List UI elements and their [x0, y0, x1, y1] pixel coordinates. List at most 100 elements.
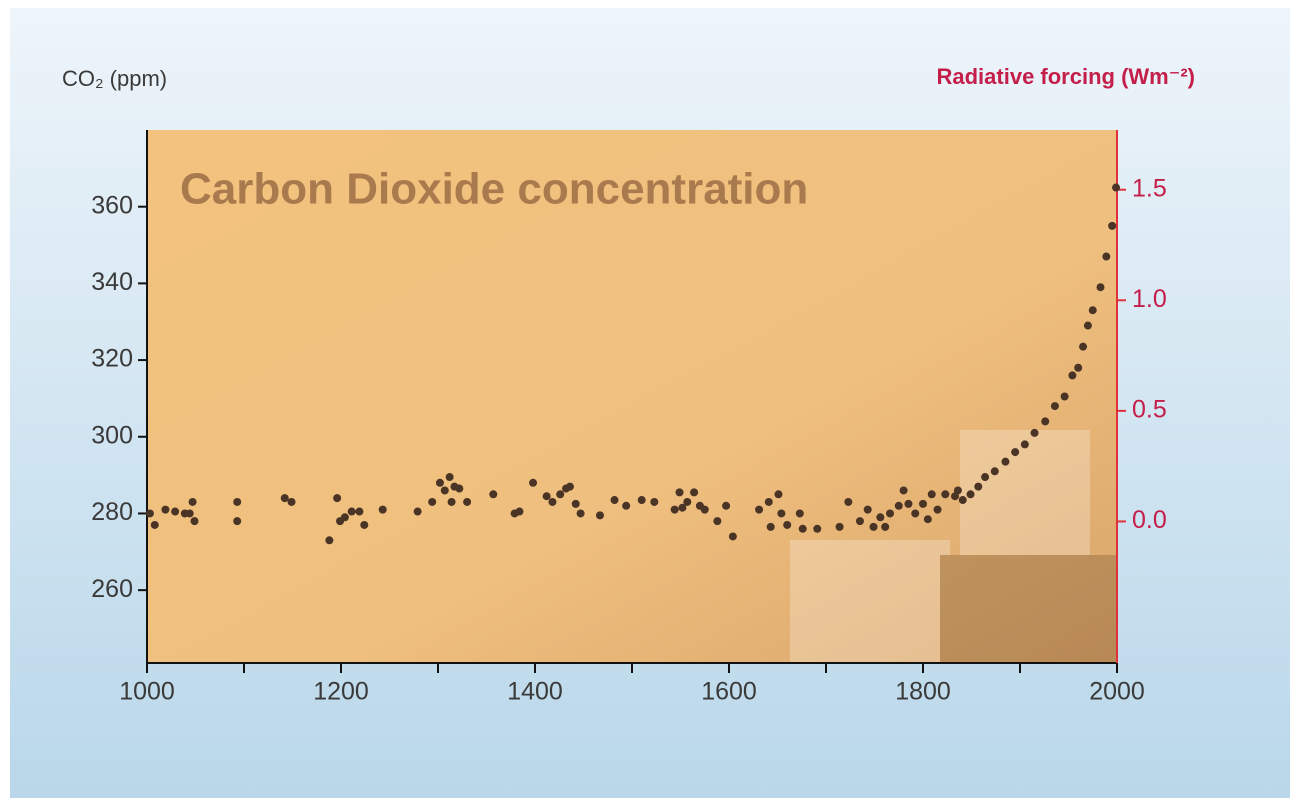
data-point	[701, 506, 709, 514]
data-point	[974, 483, 982, 491]
x-tick-label: 1600	[701, 678, 757, 706]
data-point	[1031, 429, 1039, 437]
data-point	[799, 525, 807, 533]
data-point	[161, 506, 169, 514]
data-point	[1074, 364, 1082, 372]
data-point	[1102, 253, 1110, 261]
data-point	[777, 509, 785, 517]
data-point	[876, 513, 884, 521]
data-point	[959, 496, 967, 504]
y-tick-label: 260	[91, 575, 133, 603]
data-point	[729, 532, 737, 540]
data-point	[529, 479, 537, 487]
data-point	[954, 486, 962, 494]
data-point	[325, 536, 333, 544]
data-point	[900, 486, 908, 494]
data-point	[611, 496, 619, 504]
data-point	[489, 490, 497, 498]
data-point	[928, 490, 936, 498]
data-point	[171, 508, 179, 516]
data-point	[341, 513, 349, 521]
data-point	[1068, 371, 1076, 379]
data-point	[813, 525, 821, 533]
data-point	[676, 488, 684, 496]
y-tick-label: 280	[91, 498, 133, 526]
data-point	[886, 509, 894, 517]
data-point	[1061, 393, 1069, 401]
x-tick-label: 1200	[313, 678, 369, 706]
y2-axis-label: Radiative forcing (Wm⁻²)	[936, 64, 1195, 89]
data-point	[895, 502, 903, 510]
data-point	[233, 498, 241, 506]
data-point	[765, 498, 773, 506]
data-point	[683, 498, 691, 506]
y2-tick-label: 1.5	[1132, 174, 1167, 202]
data-point	[941, 490, 949, 498]
data-point	[1084, 322, 1092, 330]
data-point	[333, 494, 341, 502]
chart: Carbon Dioxide concentration CO₂ (ppm) R…	[0, 0, 1298, 807]
x-tick-label: 2000	[1089, 678, 1145, 706]
x-tick-label: 1800	[895, 678, 951, 706]
data-point	[1001, 458, 1009, 466]
data-point	[650, 498, 658, 506]
data-point	[881, 523, 889, 531]
data-point	[864, 506, 872, 514]
x-tick-label: 1400	[507, 678, 563, 706]
data-point	[622, 502, 630, 510]
data-point	[919, 500, 927, 508]
data-point	[783, 521, 791, 529]
data-point	[577, 509, 585, 517]
data-point	[436, 479, 444, 487]
data-point	[543, 492, 551, 500]
data-point	[446, 473, 454, 481]
data-point	[774, 490, 782, 498]
data-point	[836, 523, 844, 531]
data-point	[233, 517, 241, 525]
y-tick-label: 300	[91, 421, 133, 449]
data-point	[690, 488, 698, 496]
data-point	[1079, 343, 1087, 351]
data-point	[428, 498, 436, 506]
data-point	[596, 511, 604, 519]
chart-title: Carbon Dioxide concentration	[180, 165, 808, 214]
data-point	[1021, 440, 1029, 448]
data-point	[281, 494, 289, 502]
data-point	[189, 498, 197, 506]
data-point	[981, 473, 989, 481]
data-point	[360, 521, 368, 529]
y2-tick-label: 0.0	[1132, 506, 1167, 534]
data-point	[1097, 283, 1105, 291]
data-point	[856, 517, 864, 525]
data-point	[844, 498, 852, 506]
data-point	[713, 517, 721, 525]
data-point	[414, 508, 422, 516]
data-point	[515, 508, 523, 516]
y2-tick-label: 0.5	[1132, 395, 1167, 423]
data-point	[572, 500, 580, 508]
data-point	[934, 506, 942, 514]
data-point	[355, 508, 363, 516]
data-point	[1051, 402, 1059, 410]
data-point	[796, 509, 804, 517]
data-point	[671, 506, 679, 514]
data-point	[463, 498, 471, 506]
data-point	[186, 509, 194, 517]
data-point	[638, 496, 646, 504]
data-point	[441, 486, 449, 494]
data-point	[455, 485, 463, 493]
data-point	[904, 500, 912, 508]
data-point	[191, 517, 199, 525]
data-point	[448, 498, 456, 506]
data-point	[151, 521, 159, 529]
data-point	[767, 523, 775, 531]
y-axis-label: CO₂ (ppm)	[62, 66, 167, 91]
data-point	[379, 506, 387, 514]
data-point	[755, 506, 763, 514]
data-point	[870, 523, 878, 531]
data-point	[1112, 184, 1120, 192]
x-tick-label: 1000	[119, 678, 175, 706]
data-point	[967, 490, 975, 498]
data-point	[722, 502, 730, 510]
y-tick-label: 320	[91, 345, 133, 373]
